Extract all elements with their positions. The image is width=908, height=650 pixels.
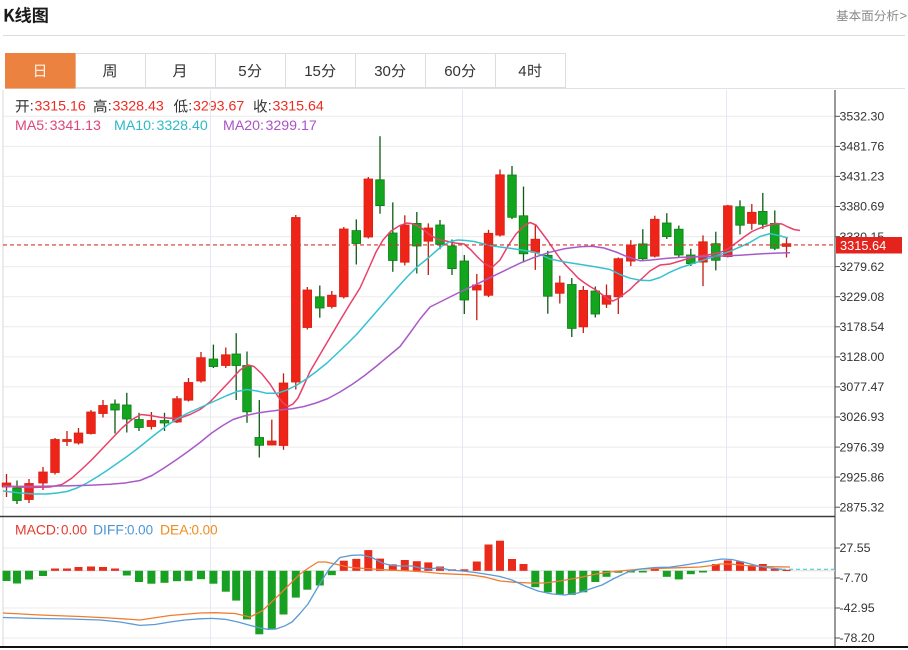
svg-text:3328.40: 3328.40 — [157, 118, 208, 134]
svg-text:3299.17: 3299.17 — [266, 118, 317, 134]
svg-text:0.00: 0.00 — [192, 523, 218, 538]
svg-text:3077.47: 3077.47 — [840, 380, 885, 394]
svg-text::: : — [108, 99, 112, 115]
svg-text::: : — [30, 99, 34, 115]
svg-text:2875.32: 2875.32 — [840, 500, 885, 514]
svg-text:0.00: 0.00 — [61, 523, 87, 538]
svg-text:15: 15 — [304, 63, 321, 80]
svg-text:3229.08: 3229.08 — [840, 290, 885, 304]
svg-text:-78.20: -78.20 — [840, 631, 875, 645]
svg-text:60: 60 — [444, 63, 461, 80]
svg-text:3178.54: 3178.54 — [840, 320, 885, 334]
svg-text:3431.23: 3431.23 — [840, 170, 885, 184]
svg-text:3481.76: 3481.76 — [840, 140, 885, 154]
svg-text:3380.69: 3380.69 — [840, 200, 885, 214]
svg-text:MA5:: MA5: — [15, 118, 48, 134]
svg-text:3315.64: 3315.64 — [273, 99, 324, 115]
svg-text:3532.30: 3532.30 — [840, 110, 885, 124]
svg-text:3315.16: 3315.16 — [35, 99, 86, 115]
svg-text:2976.39: 2976.39 — [840, 440, 885, 454]
svg-text:3315.64: 3315.64 — [840, 238, 886, 253]
svg-text:3328.43: 3328.43 — [113, 99, 164, 115]
svg-text:3026.93: 3026.93 — [840, 410, 885, 424]
svg-text:4: 4 — [518, 63, 526, 80]
svg-text:-42.95: -42.95 — [840, 601, 875, 615]
svg-text:2925.86: 2925.86 — [840, 470, 885, 484]
svg-text:3341.13: 3341.13 — [50, 118, 101, 134]
svg-text:MA20:: MA20: — [223, 118, 264, 134]
svg-text:27.55: 27.55 — [840, 541, 871, 555]
svg-text:>: > — [900, 8, 908, 23]
svg-text:DEA:: DEA: — [160, 522, 192, 538]
svg-text:3128.00: 3128.00 — [840, 350, 885, 364]
svg-text:30: 30 — [374, 63, 391, 80]
svg-text:MACD:: MACD: — [15, 522, 60, 538]
svg-text:DIFF:: DIFF: — [93, 522, 128, 538]
svg-text:3279.62: 3279.62 — [840, 260, 885, 274]
svg-text:0.00: 0.00 — [127, 523, 153, 538]
svg-text:MA10:: MA10: — [114, 118, 155, 134]
svg-text:3293.67: 3293.67 — [193, 99, 244, 115]
svg-text:5: 5 — [238, 63, 246, 80]
svg-text::: : — [268, 99, 272, 115]
svg-text::: : — [188, 99, 192, 115]
svg-text:-7.70: -7.70 — [840, 571, 868, 585]
